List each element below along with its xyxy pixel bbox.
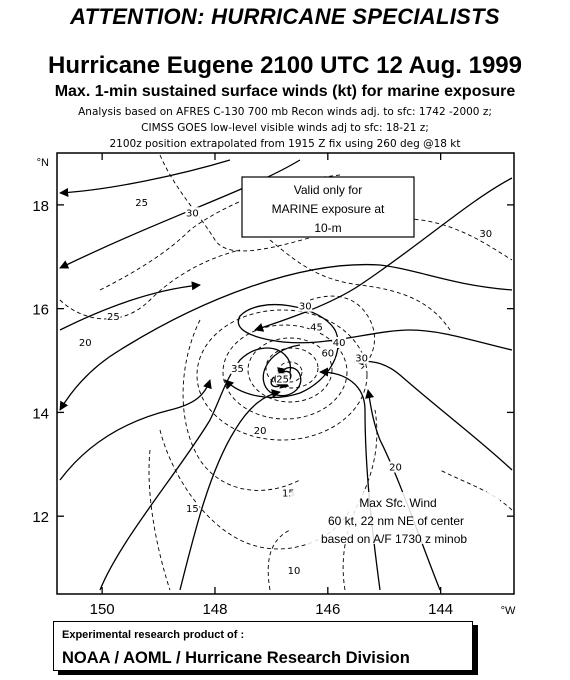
isotach-label: 15 xyxy=(186,504,199,515)
isotach-label-bg xyxy=(298,300,313,312)
isotach-label: 10 xyxy=(288,566,301,577)
max-wind-annotation: Max Sfc. Wind 60 kt, 22 nm NE of center … xyxy=(290,492,500,546)
valid-line-1: Valid only for xyxy=(294,183,362,197)
isotach-label: 20 xyxy=(389,462,402,473)
streamline xyxy=(59,379,212,481)
lon-tick-label: 146 xyxy=(315,601,340,618)
map-axes: 150 148 146 144 18 16 14 12 °N °W xyxy=(32,153,516,618)
isotach-label-bg xyxy=(106,311,121,323)
isotach xyxy=(182,319,301,491)
max-wind-line-1: Max Sfc. Wind xyxy=(359,496,436,510)
streamlines xyxy=(59,159,513,591)
streamline xyxy=(224,303,513,399)
isotach xyxy=(148,449,171,591)
isotach-label: 25 xyxy=(107,312,120,323)
analysis-note-recon: Analysis based on AFRES C-130 700 mb Rec… xyxy=(78,106,492,118)
isotach-label: 35 xyxy=(231,364,244,375)
isotach xyxy=(247,337,333,403)
isotach-label: 40 xyxy=(333,338,346,349)
streamline xyxy=(59,159,301,269)
isotach xyxy=(196,309,368,441)
isotach-label: 30 xyxy=(186,208,199,219)
isotach-label-bg xyxy=(332,336,347,348)
credit-line-1: Experimental research product of : xyxy=(62,629,245,641)
streamline xyxy=(365,389,441,591)
page-subtitle: Max. 1-min sustained surface winds (kt) … xyxy=(54,83,516,100)
lat-tick-label: 16 xyxy=(32,302,49,319)
isotach-label-bg xyxy=(230,362,245,374)
isotach-label-bg xyxy=(185,207,200,219)
isotach-label-bg xyxy=(354,352,369,364)
valid-only-box: Valid only for MARINE exposure at 10-m xyxy=(241,176,415,238)
attention-heading: ATTENTION: HURRICANE SPECIALISTS xyxy=(70,4,500,29)
isotach-label-bg xyxy=(253,425,268,437)
isotach xyxy=(269,239,451,331)
streamline xyxy=(59,281,201,331)
isotach-label-bg xyxy=(286,565,301,577)
isotach-label-bg xyxy=(309,321,324,333)
isotach-label: 30 xyxy=(299,302,312,313)
isotach-label: 25 xyxy=(276,374,289,385)
lat-tick-label: 14 xyxy=(32,405,49,422)
isotach-label: 20 xyxy=(79,338,92,349)
isotach-label-bg xyxy=(478,228,493,240)
isotach xyxy=(59,249,241,320)
isotach-label-bg xyxy=(388,461,403,473)
streamline xyxy=(99,347,292,591)
streamline xyxy=(319,367,381,591)
valid-line-3: 10-m xyxy=(314,221,341,235)
isotach-label: 20 xyxy=(254,426,267,437)
isotach-label-bg xyxy=(134,196,149,208)
isotach-label: 30 xyxy=(355,354,368,365)
lat-tick-label: 18 xyxy=(32,198,49,215)
lat-unit-label: °N xyxy=(37,157,49,169)
isotach-label-bg xyxy=(185,502,200,514)
isotach-label-bg xyxy=(281,487,296,499)
isotach-label: 45 xyxy=(310,322,323,333)
isotach-label-bg xyxy=(275,373,290,385)
lon-tick-label: 148 xyxy=(202,601,227,618)
isotach-label: 15 xyxy=(282,488,295,499)
streamline xyxy=(59,263,513,411)
isotach xyxy=(439,469,513,511)
isotach xyxy=(222,324,348,420)
isotach-label-bg xyxy=(78,336,93,348)
lat-tick-label: 12 xyxy=(32,509,49,526)
isotach xyxy=(277,361,303,383)
isotach xyxy=(159,154,513,261)
max-wind-line-2: 60 kt, 22 nm NE of center xyxy=(328,514,464,528)
isotach xyxy=(265,347,319,389)
isotach xyxy=(309,295,375,371)
map-frame xyxy=(56,152,515,595)
valid-line-2: MARINE exposure at xyxy=(272,202,385,216)
analysis-note-position: 2100z position extrapolated from 1915 Z … xyxy=(109,138,461,150)
streamline xyxy=(179,389,281,591)
isotach xyxy=(267,529,291,591)
streamline xyxy=(59,159,231,198)
max-wind-line-3: based on A/F 1730 z minob xyxy=(321,532,467,546)
isotach-label-bg xyxy=(320,347,335,359)
lon-unit-label: °W xyxy=(501,605,516,617)
analysis-note-goes: CIMSS GOES low-level visible winds adj t… xyxy=(141,122,429,134)
streamline xyxy=(354,356,513,471)
streamline xyxy=(254,177,513,332)
streamline xyxy=(262,344,302,397)
credit-line-2: NOAA / AOML / Hurricane Research Divisio… xyxy=(62,649,410,667)
page-title: Hurricane Eugene 2100 UTC 12 Aug. 1999 xyxy=(48,52,522,79)
isotach-label: 30 xyxy=(479,229,492,240)
lon-tick-label: 144 xyxy=(428,601,453,618)
isotach-label: 60 xyxy=(321,348,334,359)
isotach-labels: 25 30 30 30 25 20 35 40 45 60 30 25 20 15 15 20 10 xyxy=(78,196,493,577)
lon-tick-label: 150 xyxy=(90,601,115,618)
isotach-label: 25 xyxy=(135,198,148,209)
credit-box: Experimental research product of : NOAA … xyxy=(53,621,473,671)
